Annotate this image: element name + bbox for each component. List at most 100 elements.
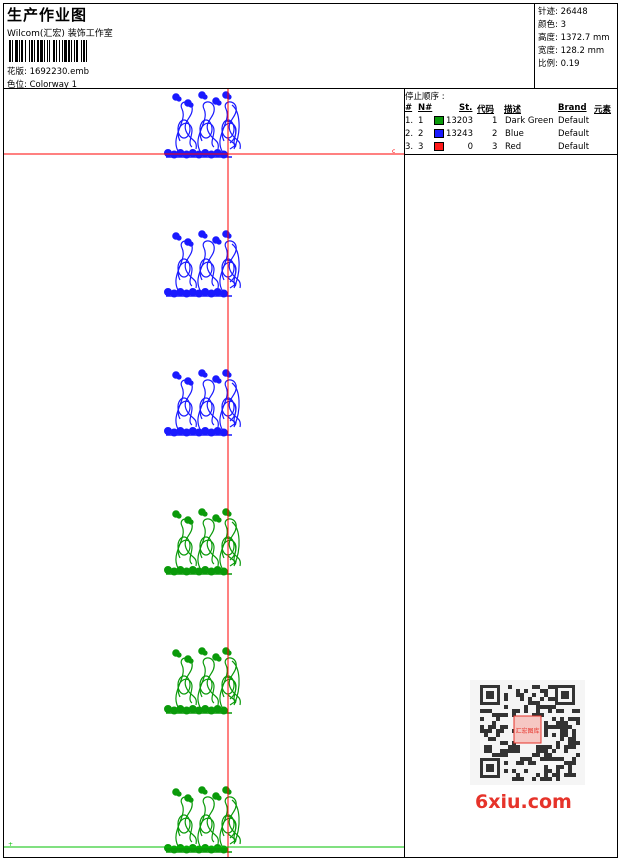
- qr-cell: [488, 745, 492, 749]
- qr-cell: [576, 709, 580, 713]
- stop-row-code: 2: [492, 129, 498, 139]
- qr-cell: [540, 689, 544, 693]
- qr-cell: [560, 725, 564, 729]
- qr-cell: [532, 713, 536, 717]
- qr-cell: [572, 761, 576, 765]
- qr-cell: [544, 777, 548, 781]
- stop-row-n: 3: [418, 142, 424, 152]
- barcode-bar: [34, 40, 35, 62]
- embroidery-preview: c +: [4, 89, 404, 857]
- qr-cell: [552, 773, 556, 777]
- stat-height: 高度: 1372.7 mm: [538, 33, 610, 43]
- qr-cell: [532, 693, 536, 697]
- qr-cell: [480, 717, 484, 721]
- qr-cell: [532, 701, 536, 705]
- watermark-site: 6xiu.com: [475, 791, 572, 813]
- qr-cell: [508, 749, 512, 753]
- qr-cell: [524, 709, 528, 713]
- qr-cell: [572, 745, 576, 749]
- qr-cell: [504, 769, 508, 773]
- qr-cell: [572, 773, 576, 777]
- qr-cell: [548, 685, 552, 689]
- stop-row-description: Blue: [505, 129, 524, 139]
- header-info: 生产作业图 Wilcom(汇宏) 装饰工作室 花版: 1692230.emb 色…: [4, 4, 535, 90]
- page-title: 生产作业图: [7, 6, 88, 24]
- qr-cell: [544, 705, 548, 709]
- qr-cell: [564, 773, 568, 777]
- qr-cell: [536, 709, 540, 713]
- qr-cell: [544, 733, 548, 737]
- qr-cell: [488, 709, 492, 713]
- qr-cell: [488, 725, 492, 729]
- qr-cell: [492, 737, 496, 741]
- qr-cell: [576, 753, 580, 757]
- qr-cell: [516, 761, 520, 765]
- barcode-bar: [15, 40, 18, 62]
- qr-cell: [492, 713, 496, 717]
- stop-row-color-swatch: [434, 129, 444, 138]
- qr-cell: [552, 725, 556, 729]
- barcode-bar: [64, 40, 67, 62]
- qr-cell: [520, 761, 524, 765]
- embroidery-motif: [163, 508, 241, 576]
- qr-cell: [544, 693, 548, 697]
- qr-cell: [552, 697, 556, 701]
- qr-cell: [560, 733, 564, 737]
- qr-cell: [512, 777, 516, 781]
- qr-cell: [568, 745, 572, 749]
- stat-stitches: 针迹: 26448: [538, 7, 588, 17]
- qr-cell: [544, 773, 548, 777]
- qr-cell: [564, 745, 568, 749]
- qr-cell: [524, 757, 528, 761]
- stat-colors: 颜色: 3: [538, 20, 566, 30]
- qr-cell: [500, 753, 504, 757]
- barcode-bar: [59, 40, 60, 62]
- qr-cell: [556, 721, 560, 725]
- qr-cell: [512, 769, 516, 773]
- qr-cell: [572, 709, 576, 713]
- barcode-bar: [31, 40, 33, 62]
- qr-cell: [544, 749, 548, 753]
- qr-cell: [496, 729, 500, 733]
- qr-cell: [484, 745, 488, 749]
- qr-cell: [500, 741, 504, 745]
- qr-cell: [560, 729, 564, 733]
- barcode-bar: [49, 40, 50, 62]
- qr-cell: [540, 757, 544, 761]
- qr-cell: [532, 777, 536, 781]
- qr-cell: [484, 749, 488, 753]
- divider-header: [4, 88, 617, 89]
- qr-cell: [504, 761, 508, 765]
- qr-cell: [564, 733, 568, 737]
- barcode-bar: [86, 40, 87, 62]
- qr-cell: [568, 769, 572, 773]
- barcode-bar: [9, 40, 11, 62]
- qr-cell: [556, 741, 560, 745]
- qr-cell: [540, 705, 544, 709]
- qr-cell: [564, 725, 568, 729]
- qr-cell: [528, 697, 532, 701]
- qr-cell: [496, 717, 500, 721]
- qr-cell: [540, 777, 544, 781]
- qr-cell: [536, 773, 540, 777]
- design-file-line: 花版: 1692230.emb: [7, 65, 89, 77]
- barcode-bar: [74, 40, 75, 62]
- col-header-n: N#: [418, 103, 433, 113]
- qr-cell: [552, 733, 556, 737]
- qr-cell: [480, 725, 484, 729]
- qr-cell: [512, 745, 516, 749]
- qr-cell: [504, 693, 508, 697]
- colorway-value: Colorway 1: [29, 80, 78, 90]
- qr-cell: [496, 713, 500, 717]
- qr-cell: [544, 745, 548, 749]
- qr-cell: [560, 757, 564, 761]
- qr-cell: [572, 729, 576, 733]
- qr-cell: [512, 749, 516, 753]
- qr-cell: [496, 753, 500, 757]
- qr-cell: [568, 737, 572, 741]
- stop-row-color-swatch: [434, 116, 444, 125]
- qr-cell: [492, 725, 496, 729]
- stop-row-code: 1: [492, 116, 498, 126]
- stop-row-code: 3: [492, 142, 498, 152]
- qr-cell: [556, 709, 560, 713]
